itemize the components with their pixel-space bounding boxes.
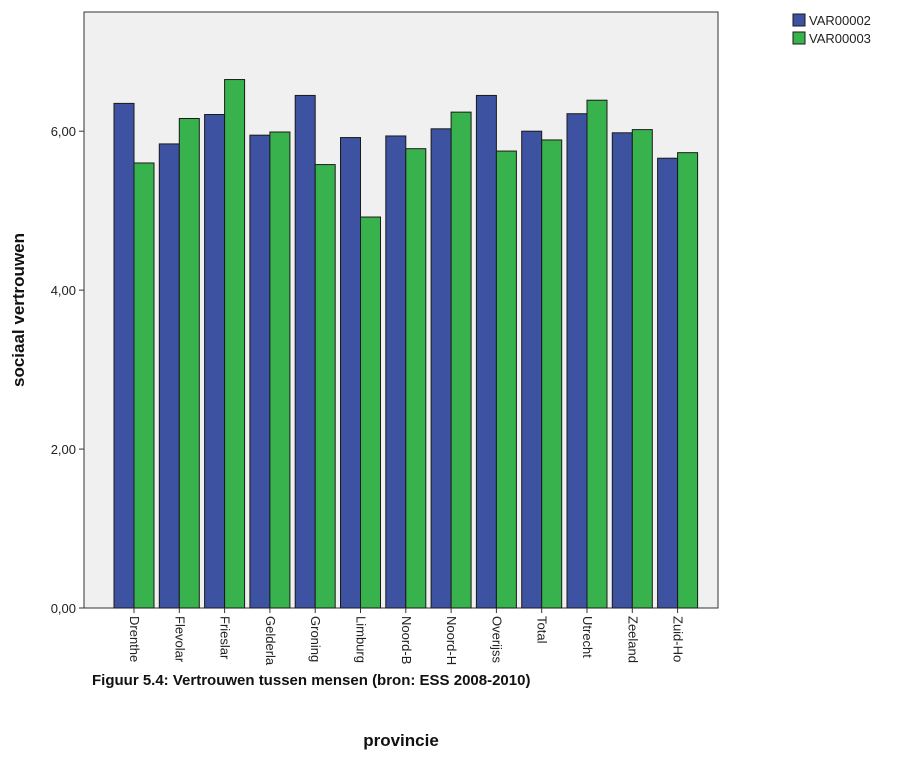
legend-label-var00003: VAR00003 <box>809 31 871 46</box>
bar-var00003-9 <box>495 150 517 609</box>
y-tick-label: 4,00 <box>51 283 76 298</box>
legend: VAR00002 VAR00003 <box>792 13 871 46</box>
y-axis-title: sociaal vertrouwen <box>9 233 28 387</box>
x-category-label: Overijss <box>489 616 504 663</box>
legend-swatch-var00002 <box>792 13 806 27</box>
x-category-label: Zuid-Ho <box>671 616 686 662</box>
x-axis-title: provincie <box>363 731 439 750</box>
bar-var00003-2 <box>178 117 200 609</box>
bar-var00003-11 <box>586 99 608 609</box>
bar-var00003-3 <box>224 79 246 609</box>
y-tick-label: 6,00 <box>51 124 76 139</box>
x-category-label: Utrecht <box>580 616 595 658</box>
bar-var00003-8 <box>450 111 472 609</box>
x-category-label: Drenthe <box>127 616 142 662</box>
bar-var00002-10 <box>521 130 543 609</box>
y-tick-label: 2,00 <box>51 442 76 457</box>
bar-var00003-7 <box>405 148 427 609</box>
y-tick-label: 0,00 <box>51 601 76 616</box>
x-category-label: Noord-H <box>444 616 459 665</box>
bar-var00002-13 <box>657 157 679 609</box>
bar-var00002-8 <box>430 128 452 609</box>
legend-swatch-var00003 <box>792 31 806 45</box>
x-category-label: Zeeland <box>625 616 640 663</box>
bar-var00003-5 <box>314 164 336 609</box>
bar-var00003-1 <box>133 162 155 609</box>
x-category-label: Noord-B <box>399 616 414 664</box>
bar-var00002-9 <box>475 94 497 609</box>
bar-var00003-6 <box>360 216 381 609</box>
figure-caption: Figuur 5.4: Vertrouwen tussen mensen (br… <box>92 672 530 689</box>
x-category-label: Flevolar <box>172 616 187 663</box>
x-category-label: Frieslar <box>218 616 233 660</box>
bar-var00002-7 <box>385 135 407 609</box>
bar-var00002-1 <box>113 102 135 609</box>
x-category-label: Gelderla <box>263 616 278 666</box>
bar-var00002-5 <box>294 94 316 609</box>
bar-var00003-10 <box>541 139 563 609</box>
x-axis-labels: Drenthe Flevolar Frieslar Gelderla Groning Li… <box>127 608 686 666</box>
x-category-label: Groning <box>308 616 323 662</box>
bar-var00002-11 <box>566 113 588 609</box>
x-category-label: Limburg <box>354 616 369 663</box>
bars-group <box>113 79 699 609</box>
bar-var00003-12 <box>631 129 653 609</box>
bar-var00002-3 <box>204 114 226 609</box>
bar-var00002-12 <box>611 132 633 609</box>
y-axis: 0,00 2,00 4,00 6,00 <box>51 124 84 616</box>
bar-var00002-4 <box>249 134 271 609</box>
bar-var00003-13 <box>677 152 699 609</box>
bar-var00002-2 <box>158 143 180 609</box>
legend-label-var00002: VAR00002 <box>809 13 871 28</box>
bar-var00003-4 <box>269 131 291 609</box>
x-category-label: Total <box>535 616 550 644</box>
bar-var00002-6 <box>340 137 361 609</box>
